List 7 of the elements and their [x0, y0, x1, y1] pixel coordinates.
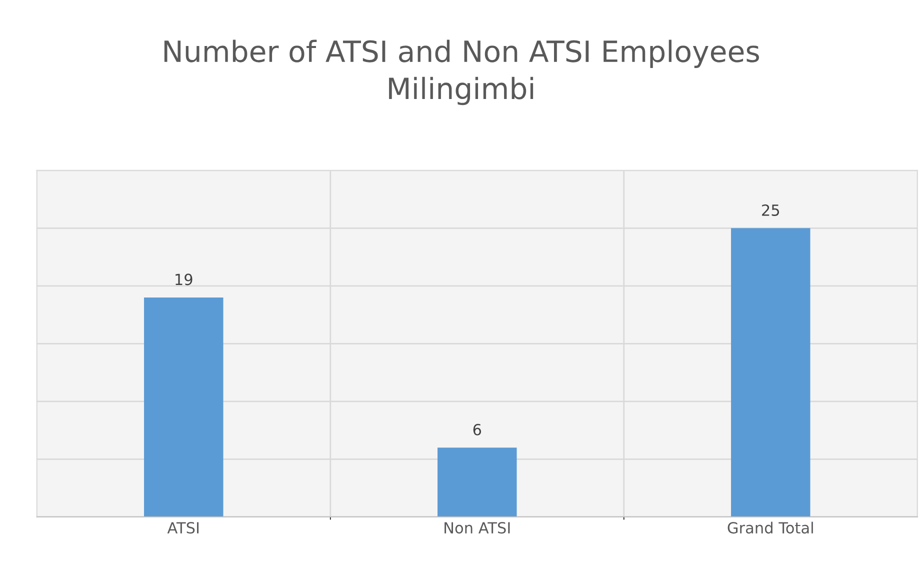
data-label: 6 [473, 424, 482, 436]
data-label: 19 [176, 274, 192, 286]
x-tick-label: Grand Total [728, 522, 813, 534]
x-tick-label: ATSI [167, 522, 199, 534]
data-label: 25 [762, 204, 780, 216]
x-tick-label: Non ATSI [444, 522, 510, 534]
chart-title: Number of ATSI and Non ATSI Employees Milingimbi [164, 40, 759, 106]
